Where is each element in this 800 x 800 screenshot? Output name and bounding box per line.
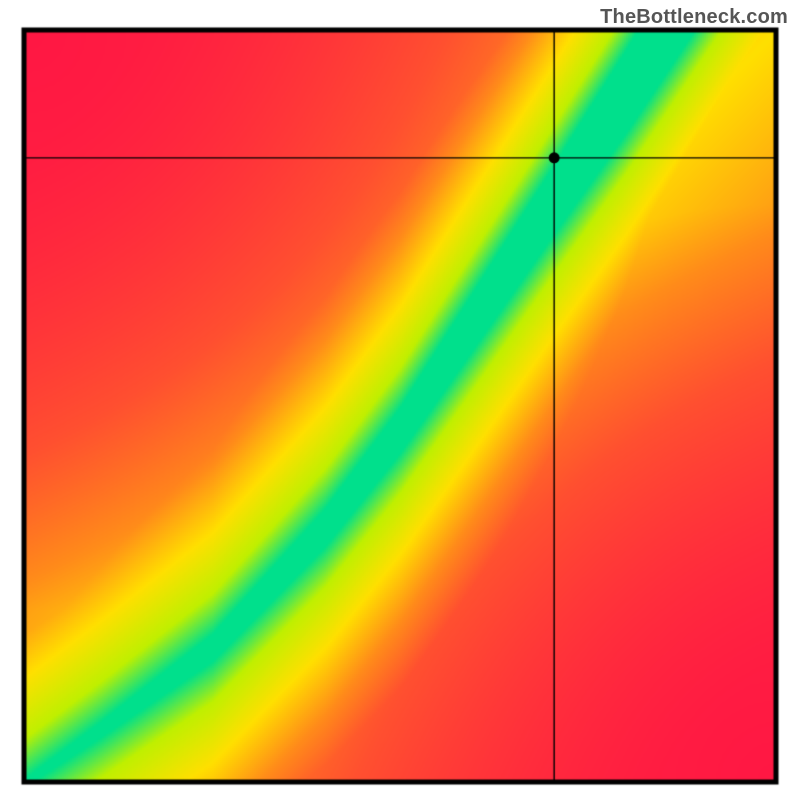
watermark-text: TheBottleneck.com bbox=[600, 6, 788, 29]
heatmap-canvas bbox=[0, 0, 800, 800]
